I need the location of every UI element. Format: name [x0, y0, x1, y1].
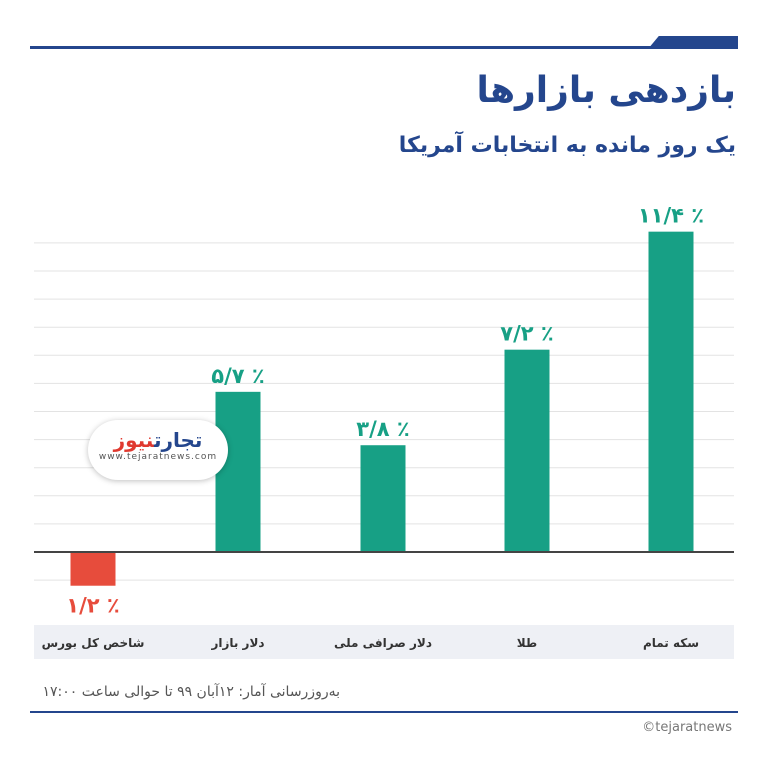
header-rule [30, 46, 738, 49]
category-label: طلا [517, 636, 537, 650]
page-title: بازدهی بازارها [476, 70, 736, 111]
tejaratnews-logo: تجارتنیوز www.tejaratnews.com [88, 420, 228, 480]
bar-value-label: ۱۱/۴ ٪ [638, 204, 704, 228]
footer-rule [30, 711, 738, 713]
logo-word-news: نیوز [113, 428, 154, 452]
logo-url: www.tejaratnews.com [98, 452, 218, 462]
copyright-text: ©tejaratnews [642, 720, 732, 735]
bar [360, 445, 406, 552]
bar [215, 391, 261, 552]
header-tab-accent [648, 36, 738, 49]
category-label: دلار صرافی ملی [334, 636, 432, 650]
category-label: دلار بازار [210, 636, 264, 650]
bar [648, 231, 694, 552]
chart-category-labels: شاخص کل بورس دلار بازار دلار صرافی ملی طلا س… [42, 636, 699, 651]
chart-bars [70, 231, 694, 586]
chart-value-labels: ۱/۲ ٪ ۵/۷ ٪ ۳/۸ ٪ ۷/۲ ٪ ۱۱/۴ ٪ [66, 204, 704, 618]
logo-word-tejarat: تجارت [153, 428, 203, 452]
bar-value-label: ۵/۷ ٪ [211, 364, 264, 388]
category-label: سکه تمام [643, 636, 699, 651]
bar [70, 552, 116, 586]
category-band [34, 625, 734, 659]
bar [504, 349, 550, 552]
source-note: به‌روزرسانی آمار: ۱۲آبان ۹۹ تا حوالی ساع… [42, 684, 340, 700]
page-subtitle: یک روز مانده به انتخابات آمریکا [398, 133, 736, 158]
bar-value-label: ۱/۲ ٪ [66, 594, 119, 618]
bar-value-label: ۳/۸ ٪ [356, 417, 409, 441]
bar-value-label: ۷/۲ ٪ [500, 322, 553, 346]
category-label: شاخص کل بورس [42, 636, 145, 651]
logo-wordmark: تجارتنیوز [88, 428, 228, 452]
